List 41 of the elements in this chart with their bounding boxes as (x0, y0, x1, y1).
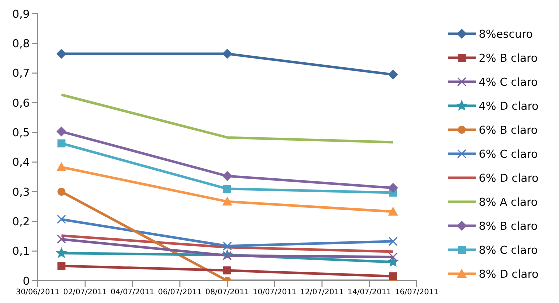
point (224, 266, 232, 275)
legend-label: 8% A claro (479, 196, 538, 208)
legend-label: 4% C claro (479, 76, 538, 88)
point (56, 49, 67, 60)
point (388, 70, 398, 80)
legend-label: 6% C claro (479, 148, 538, 160)
point (388, 252, 398, 262)
y-tick-label: 0,3 (12, 186, 30, 199)
y-tick-label: 0,8 (12, 38, 30, 51)
y-tick-label: 0,6 (12, 96, 30, 110)
y-tick-label: 0 (23, 274, 30, 288)
point (56, 126, 67, 137)
legend-label: 8% D claro (479, 268, 539, 280)
y-tick-label: 0,5 (12, 126, 30, 140)
point (57, 234, 66, 244)
y-tick-label: 0,4 (12, 156, 30, 170)
legend-label: 8% B claro (479, 220, 538, 232)
legend-label: 8%escuro (479, 28, 533, 40)
legend-label: 8% C claro (479, 244, 538, 256)
point (222, 171, 232, 182)
point (58, 188, 66, 196)
legend-label: 6% B claro (479, 124, 538, 136)
point (222, 49, 232, 60)
point (56, 162, 67, 172)
point (224, 185, 232, 194)
legend-label: 4% D claro (479, 100, 539, 112)
point (56, 247, 68, 258)
point (57, 214, 66, 224)
point (388, 183, 398, 194)
point (58, 140, 66, 148)
y-tick-label: 0,7 (12, 67, 30, 80)
point (222, 196, 232, 206)
point (222, 242, 232, 251)
point (388, 236, 398, 246)
legend-label: 6% D claro (479, 172, 539, 184)
y-tick-label: 0,9 (12, 8, 30, 21)
y-tick-label: 0,1 (12, 245, 30, 258)
legend-label: 2% B claro (479, 52, 538, 64)
point (388, 206, 398, 216)
point (58, 262, 66, 270)
y-tick-label: 0,2 (12, 216, 30, 229)
